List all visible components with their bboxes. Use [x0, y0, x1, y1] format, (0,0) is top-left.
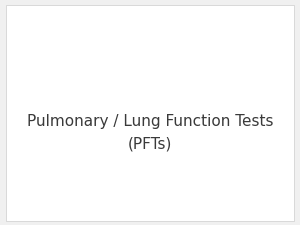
Text: Pulmonary / Lung Function Tests: Pulmonary / Lung Function Tests	[27, 114, 273, 129]
Text: (PFTs): (PFTs)	[128, 137, 172, 151]
FancyBboxPatch shape	[6, 4, 294, 220]
